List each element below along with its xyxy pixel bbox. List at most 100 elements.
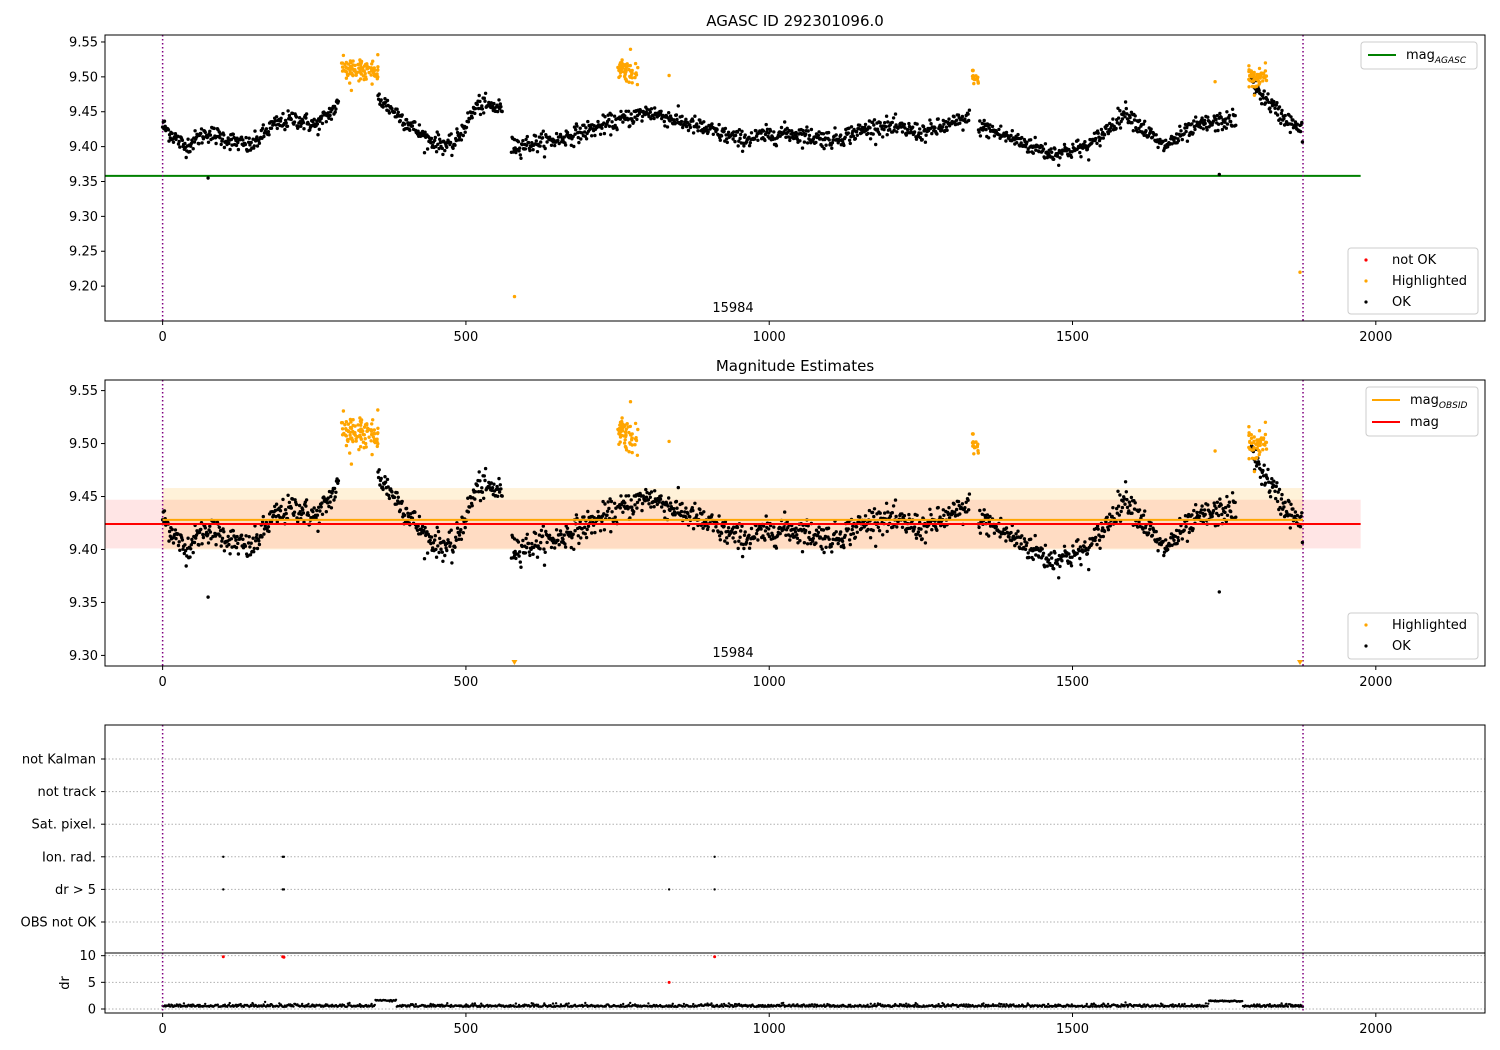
ok-point	[563, 545, 568, 549]
dr-point	[190, 1005, 193, 1008]
ok-point	[652, 116, 656, 121]
ok-point	[1129, 495, 1134, 500]
ok-point	[718, 534, 722, 538]
ok-point	[1205, 128, 1209, 132]
ok-point	[719, 134, 724, 138]
highlighted-point	[362, 425, 367, 429]
ok-point	[387, 493, 391, 498]
dr-point	[913, 1003, 917, 1007]
ok-point	[429, 136, 434, 141]
ok-point	[1033, 135, 1037, 140]
ok-point	[603, 502, 607, 506]
ok-point	[961, 128, 965, 132]
ok-point	[214, 141, 218, 146]
ok-point	[483, 99, 487, 103]
ok-point	[576, 534, 580, 538]
ok-point	[1210, 514, 1214, 519]
highlighted-point	[1257, 79, 1261, 84]
ok-point	[580, 527, 584, 531]
ok-point	[1289, 513, 1294, 518]
ok-point	[535, 150, 540, 154]
ok-point	[315, 513, 320, 517]
ok-point	[904, 530, 908, 534]
ok-point	[436, 529, 441, 534]
ok-point	[410, 124, 415, 128]
ok-point	[761, 524, 766, 528]
ok-point	[1279, 121, 1283, 126]
ok-point	[247, 535, 251, 539]
ok-point	[686, 511, 690, 516]
ok-point	[336, 479, 341, 483]
legend-label-highlighted: Highlighted	[1392, 274, 1467, 289]
ok-point	[1004, 539, 1008, 543]
ok-point	[171, 140, 176, 144]
ok-point	[238, 536, 242, 541]
ok-point	[691, 131, 696, 135]
ok-point	[632, 510, 636, 514]
ok-point	[470, 116, 474, 120]
ok-point	[994, 525, 998, 529]
highlighted-point	[369, 73, 373, 77]
ok-point	[440, 146, 444, 151]
ok-point	[679, 119, 684, 124]
ok-point	[660, 505, 664, 509]
ok-point	[1111, 117, 1115, 121]
ok-point	[822, 146, 826, 151]
ok-point	[219, 142, 223, 147]
ok-point	[1101, 526, 1105, 530]
highlighted-point	[1254, 75, 1258, 80]
ok-point	[571, 532, 575, 536]
ok-point	[306, 122, 311, 126]
ok-point	[795, 137, 800, 141]
ok-point	[967, 508, 971, 512]
ok-point	[573, 529, 577, 533]
ok-point	[710, 513, 714, 517]
ok-point	[1156, 145, 1160, 150]
highlighted-point	[341, 53, 346, 58]
ok-point	[1128, 503, 1132, 507]
ok-point	[626, 507, 630, 511]
flag-point	[222, 855, 225, 858]
ok-point	[534, 539, 538, 543]
ok-point	[791, 532, 795, 536]
ok-point	[1032, 548, 1037, 552]
ok-point	[1266, 92, 1270, 96]
ok-point	[1288, 526, 1293, 530]
ok-point	[298, 510, 302, 514]
ok-point	[1136, 130, 1140, 134]
ok-point	[763, 138, 767, 143]
ok-point	[900, 130, 905, 134]
ok-point	[217, 525, 221, 529]
ok-point	[966, 112, 970, 116]
ok-point	[586, 524, 591, 528]
legend-marker-ok	[1364, 300, 1368, 304]
ok-point	[1203, 512, 1207, 517]
ok-point	[860, 131, 864, 135]
panel-2-obsid-label: 15984	[712, 646, 753, 661]
ok-point	[570, 536, 574, 540]
ok-point	[704, 125, 708, 129]
ok-point	[1077, 145, 1081, 150]
ok-point	[902, 514, 907, 518]
ok-point	[938, 123, 942, 128]
highlighted-point	[628, 74, 632, 79]
ok-point	[1123, 502, 1127, 506]
ok-point	[875, 127, 880, 131]
ok-point	[637, 112, 642, 116]
ok-point	[794, 526, 798, 530]
ok-point	[607, 124, 612, 128]
ok-point	[655, 502, 659, 507]
highlighted-point	[1252, 469, 1257, 474]
ok-point	[497, 476, 501, 481]
ok-point	[1272, 479, 1276, 483]
highlighted-point	[633, 75, 637, 80]
ok-point	[929, 513, 933, 517]
ok-point	[545, 540, 549, 545]
ok-point	[1025, 140, 1029, 144]
ok-point	[243, 142, 248, 147]
ok-point	[923, 140, 928, 144]
ok-point	[876, 525, 880, 529]
ok-point	[653, 106, 657, 110]
ok-point	[535, 555, 540, 559]
ok-point	[911, 125, 915, 129]
